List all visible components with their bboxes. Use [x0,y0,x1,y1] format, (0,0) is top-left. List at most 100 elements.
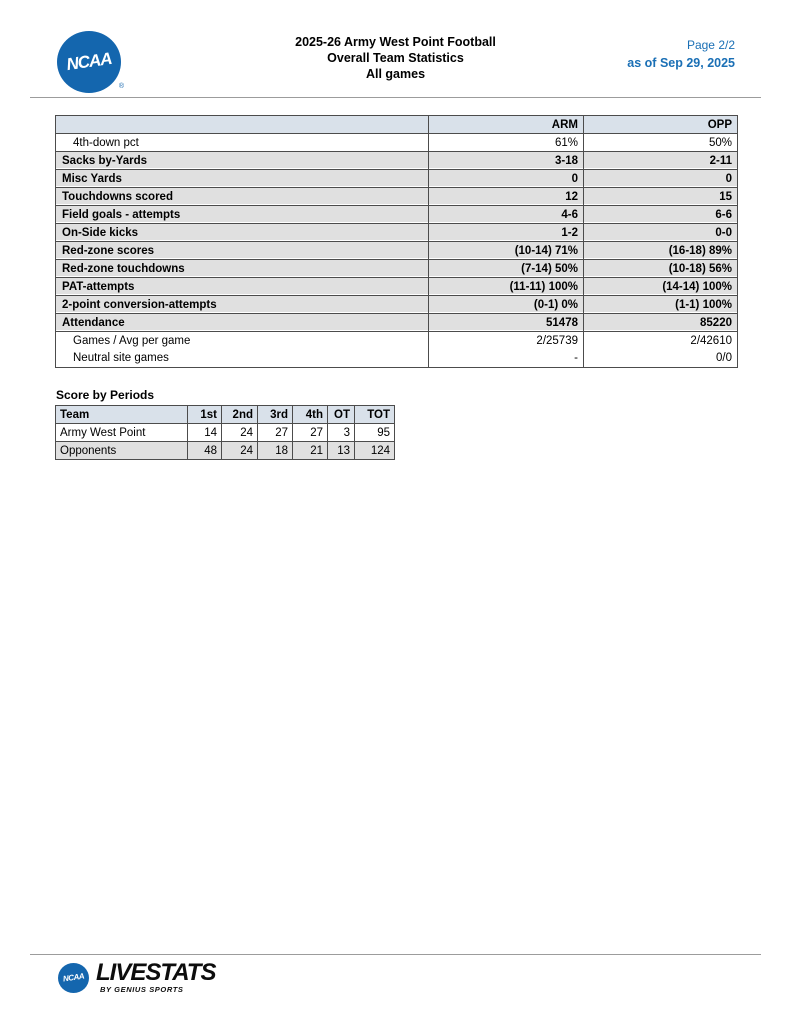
stats-cell-opp: (16-18) 89% [583,241,738,260]
stats-header-blank [55,115,429,134]
livestats-subtitle: BY GENIUS SPORTS [100,985,184,994]
stats-cell-arm: 4-6 [428,205,584,224]
title-line-1: 2025-26 Army West Point Football [295,35,496,49]
stats-cell-opp: 0/0 [583,349,738,368]
stats-cell-label: PAT-attempts [55,277,429,296]
stats-header-row: ARM OPP [55,115,738,134]
score-cell-team: Army West Point [55,423,188,442]
footer-divider [30,954,761,955]
score-header-4th: 4th [292,405,328,424]
score-cell-value: 124 [354,441,395,460]
stats-cell-arm: (11-11) 100% [428,277,584,296]
livestats-logo: NCAA LIVESTATS BY GENIUS SPORTS [58,959,216,995]
title-line-3: All games [365,67,426,81]
score-cell-value: 27 [257,423,293,442]
stats-cell-arm: (0-1) 0% [428,295,584,314]
stats-cell-opp: 2-11 [583,151,738,170]
stats-header-opp: OPP [583,115,738,134]
stats-row: 4th-down pct 61% 50% [55,133,738,152]
stats-row: PAT-attempts (11-11) 100% (14-14) 100% [55,277,738,296]
score-cell-value: 27 [292,423,328,442]
stats-cell-opp: 85220 [583,313,738,332]
stats-cell-arm: 3-18 [428,151,584,170]
stats-row: Attendance 51478 85220 [55,313,738,332]
stats-cell-label: Misc Yards [55,169,429,188]
score-cell-team: Opponents [55,441,188,460]
header-divider [30,97,761,98]
score-table-container: Team 1st 2nd 3rd 4th OT TOT Army West Po… [55,405,395,460]
score-by-periods-table: Team 1st 2nd 3rd 4th OT TOT Army West Po… [55,405,395,460]
stats-row: 2-point conversion-attempts (0-1) 0% (1-1)… [55,295,738,314]
stats-cell-label: Red-zone touchdowns [55,259,429,278]
stats-cell-arm: 51478 [428,313,584,332]
page-info: Page 2/2 as of Sep 29, 2025 [627,38,735,70]
stats-cell-arm: 12 [428,187,584,206]
stats-table-body: 4th-down pct 61% 50% Sacks by-Yards 3-18 2-11… [55,133,738,368]
stats-row: Games / Avg per game 2/25739 2/42610 [55,331,738,350]
stats-cell-arm: (10-14) 71% [428,241,584,260]
stats-cell-label: 4th-down pct [55,133,429,152]
score-cell-value: 3 [327,423,355,442]
score-header-row: Team 1st 2nd 3rd 4th OT TOT [55,405,395,424]
stats-cell-label: Field goals - attempts [55,205,429,224]
stats-header-arm: ARM [428,115,584,134]
stats-row: Red-zone touchdowns (7-14) 50% (10-18) 56% [55,259,738,278]
score-header-team: Team [55,405,188,424]
ncaa-logo: NCAA ® [57,31,124,93]
stats-cell-arm: 61% [428,133,584,152]
ncaa-logo-small: NCAA [58,963,89,993]
stats-cell-opp: 50% [583,133,738,152]
livestats-title: LIVESTATS [96,959,216,986]
score-cell-value: 48 [187,441,222,460]
as-of-date: as of Sep 29, 2025 [627,56,735,70]
score-header-1st: 1st [187,405,222,424]
stats-cell-opp: 0-0 [583,223,738,242]
score-row: Opponents 48 24 18 21 13 124 [55,441,395,460]
stats-row: Neutral site games -0/0 [55,349,738,368]
stats-cell-label: Red-zone scores [55,241,429,260]
stats-cell-arm: - [428,349,584,368]
registered-trademark-icon: ® [118,83,124,90]
stats-cell-label: Neutral site games [55,349,429,368]
score-header-ot: OT [327,405,355,424]
stats-cell-arm: 2/25739 [428,331,584,350]
score-header-2nd: 2nd [221,405,258,424]
score-cell-value: 14 [187,423,222,442]
stats-cell-opp: 6-6 [583,205,738,224]
score-by-periods-title: Score by Periods [56,388,155,402]
stats-cell-label: 2-point conversion-attempts [55,295,429,314]
livestats-wordmark: LIVESTATS BY GENIUS SPORTS [96,959,216,995]
stats-row: Red-zone scores (10-14) 71% (16-18) 89% [55,241,738,260]
title-line-2: Overall Team Statistics [327,51,464,65]
stats-cell-label: Sacks by-Yards [55,151,429,170]
stats-table: ARM OPP 4th-down pct 61% 50% Sacks by-Yards… [55,115,738,368]
score-cell-value: 21 [292,441,328,460]
stats-cell-opp: (10-18) 56% [583,259,738,278]
stats-cell-arm: 1-2 [428,223,584,242]
stats-cell-arm: 0 [428,169,584,188]
stats-row: Sacks by-Yards 3-18 2-11 [55,151,738,170]
score-cell-value: 24 [221,441,258,460]
score-cell-value: 95 [354,423,395,442]
stats-row: On-Side kicks 1-2 0-0 [55,223,738,242]
score-cell-value: 13 [327,441,355,460]
stats-cell-label: Touchdowns scored [55,187,429,206]
ncaa-logo-small-text: NCAA [62,971,85,984]
stats-cell-opp: 2/42610 [583,331,738,350]
document-title: 2025-26 Army West Point Football Overall… [0,34,791,82]
stats-cell-opp: 15 [583,187,738,206]
stats-cell-label: Attendance [55,313,429,332]
stats-cell-opp: 0 [583,169,738,188]
score-table-body: Army West Point 14 24 27 27 3 95 Opponents 48 24 1… [55,423,395,460]
score-row: Army West Point 14 24 27 27 3 95 [55,423,395,442]
stats-cell-opp: (14-14) 100% [583,277,738,296]
stats-table-container: ARM OPP 4th-down pct 61% 50% Sacks by-Yards… [55,115,738,368]
stats-cell-label: On-Side kicks [55,223,429,242]
score-header-3rd: 3rd [257,405,293,424]
stats-cell-opp: (1-1) 100% [583,295,738,314]
stats-row: Misc Yards 0 0 [55,169,738,188]
stats-cell-label: Games / Avg per game [55,331,429,350]
stats-row: Touchdowns scored 12 15 [55,187,738,206]
score-header-tot: TOT [354,405,395,424]
